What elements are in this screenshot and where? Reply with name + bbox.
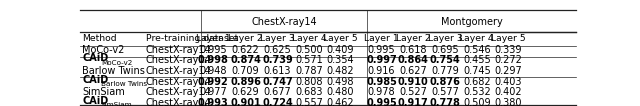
Text: Layer 5: Layer 5 [323, 34, 357, 43]
Text: 0.482: 0.482 [326, 66, 354, 76]
Text: 0.977: 0.977 [199, 87, 227, 97]
Text: 0.978: 0.978 [368, 87, 396, 97]
Text: 0.896: 0.896 [230, 77, 261, 87]
Text: Method: Method [83, 34, 117, 43]
Text: 0.571: 0.571 [295, 55, 323, 66]
Text: 0.724: 0.724 [262, 98, 292, 106]
Text: 0.985: 0.985 [366, 77, 397, 87]
Text: CAiD: CAiD [83, 96, 109, 106]
Text: 0.901: 0.901 [230, 98, 261, 106]
Text: 0.625: 0.625 [264, 45, 291, 55]
Text: ChestX-ray14: ChestX-ray14 [146, 77, 212, 87]
Text: 0.480: 0.480 [326, 87, 354, 97]
Text: Layer 4: Layer 4 [292, 34, 326, 43]
Text: 0.739: 0.739 [262, 55, 292, 66]
Text: ChestX-ray14: ChestX-ray14 [146, 55, 212, 66]
Text: MoCo-v2: MoCo-v2 [101, 60, 132, 66]
Text: 0.532: 0.532 [463, 87, 491, 97]
Text: 0.745: 0.745 [463, 66, 491, 76]
Text: SimSiam: SimSiam [101, 102, 132, 106]
Text: 0.992: 0.992 [198, 77, 228, 87]
Text: 0.339: 0.339 [494, 45, 522, 55]
Text: 0.297: 0.297 [494, 66, 522, 76]
Text: 0.787: 0.787 [295, 66, 323, 76]
Text: 0.509: 0.509 [463, 98, 491, 106]
Text: Barlow Twins: Barlow Twins [101, 81, 147, 87]
Text: 0.874: 0.874 [230, 55, 261, 66]
Text: 0.682: 0.682 [463, 77, 491, 87]
Text: 0.402: 0.402 [494, 87, 522, 97]
Text: 0.500: 0.500 [295, 45, 323, 55]
Text: 0.995: 0.995 [366, 98, 397, 106]
Text: 0.993: 0.993 [198, 98, 228, 106]
Text: Montgomery: Montgomery [441, 17, 502, 27]
Text: 0.613: 0.613 [264, 66, 291, 76]
Text: 0.778: 0.778 [429, 98, 461, 106]
Text: MoCo-v2: MoCo-v2 [83, 45, 125, 55]
Text: 0.864: 0.864 [398, 55, 429, 66]
Text: 0.498: 0.498 [326, 77, 354, 87]
Text: ChestX-ray14: ChestX-ray14 [146, 45, 212, 55]
Text: 0.995: 0.995 [368, 45, 396, 55]
Text: ChestX-ray14: ChestX-ray14 [146, 66, 212, 76]
Text: Layer 2: Layer 2 [396, 34, 431, 43]
Text: SimSiam: SimSiam [83, 87, 125, 97]
Text: 0.409: 0.409 [326, 45, 354, 55]
Text: Pre-training dataset: Pre-training dataset [146, 34, 238, 43]
Text: 0.546: 0.546 [463, 45, 491, 55]
Text: 0.779: 0.779 [431, 66, 459, 76]
Text: 0.910: 0.910 [398, 77, 429, 87]
Text: Layer 3: Layer 3 [260, 34, 295, 43]
Text: Layer 2: Layer 2 [228, 34, 263, 43]
Text: 0.622: 0.622 [232, 45, 260, 55]
Text: 0.627: 0.627 [399, 66, 427, 76]
Text: 0.747: 0.747 [262, 77, 292, 87]
Text: CAiD: CAiD [83, 75, 109, 85]
Text: 0.808: 0.808 [296, 77, 323, 87]
Text: 0.527: 0.527 [399, 87, 428, 97]
Text: 0.462: 0.462 [326, 98, 354, 106]
Text: 0.917: 0.917 [398, 98, 429, 106]
Text: ChestX-ray14: ChestX-ray14 [146, 98, 212, 106]
Text: 0.455: 0.455 [463, 55, 491, 66]
Text: 0.629: 0.629 [232, 87, 259, 97]
Text: 0.709: 0.709 [232, 66, 259, 76]
Text: ChestX-ray14: ChestX-ray14 [251, 17, 317, 27]
Text: ChestX-ray14: ChestX-ray14 [146, 87, 212, 97]
Text: 0.272: 0.272 [494, 55, 522, 66]
Text: 0.403: 0.403 [494, 77, 522, 87]
Text: 0.995: 0.995 [199, 45, 227, 55]
Text: Layer 3: Layer 3 [428, 34, 463, 43]
Text: 0.577: 0.577 [431, 87, 459, 97]
Text: 0.618: 0.618 [399, 45, 427, 55]
Text: Barlow Twins: Barlow Twins [83, 66, 145, 76]
Text: 0.948: 0.948 [199, 66, 227, 76]
Text: Layer 5: Layer 5 [491, 34, 525, 43]
Text: Layer 1: Layer 1 [196, 34, 230, 43]
Text: 0.916: 0.916 [368, 66, 396, 76]
Text: 0.354: 0.354 [326, 55, 354, 66]
Text: 0.695: 0.695 [431, 45, 459, 55]
Text: CAiD: CAiD [83, 53, 109, 63]
Text: 0.998: 0.998 [198, 55, 228, 66]
Text: 0.754: 0.754 [429, 55, 460, 66]
Text: 0.677: 0.677 [264, 87, 291, 97]
Text: Layer 1: Layer 1 [364, 34, 399, 43]
Text: 0.683: 0.683 [296, 87, 323, 97]
Text: Layer 4: Layer 4 [460, 34, 494, 43]
Text: 0.997: 0.997 [366, 55, 397, 66]
Text: 0.876: 0.876 [429, 77, 461, 87]
Text: 0.380: 0.380 [494, 98, 522, 106]
Text: 0.557: 0.557 [295, 98, 323, 106]
